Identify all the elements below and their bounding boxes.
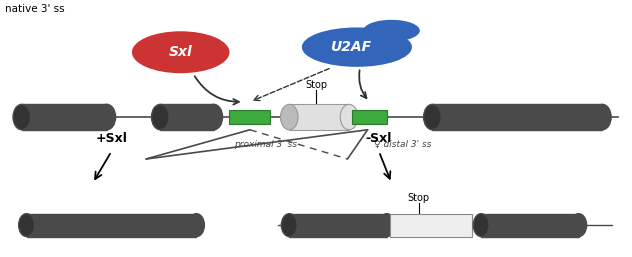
- Text: ♀ distal 3' ss: ♀ distal 3' ss: [374, 140, 432, 149]
- Bar: [432, 104, 602, 130]
- Text: Sxl: Sxl: [169, 45, 193, 59]
- Text: +Sxl: +Sxl: [95, 132, 128, 145]
- Ellipse shape: [473, 214, 489, 236]
- Text: proximal 3' ss: proximal 3' ss: [234, 140, 297, 149]
- Ellipse shape: [593, 104, 611, 130]
- Bar: [481, 214, 579, 236]
- Ellipse shape: [363, 20, 420, 41]
- Ellipse shape: [571, 214, 586, 236]
- Bar: [352, 110, 387, 124]
- Ellipse shape: [423, 104, 441, 130]
- Text: Stop: Stop: [305, 80, 327, 90]
- Ellipse shape: [152, 104, 169, 130]
- Ellipse shape: [98, 104, 116, 130]
- Bar: [229, 110, 270, 124]
- Ellipse shape: [379, 214, 395, 236]
- Bar: [289, 214, 387, 236]
- Bar: [22, 104, 107, 130]
- Ellipse shape: [340, 104, 358, 130]
- Ellipse shape: [13, 104, 30, 130]
- Bar: [161, 104, 214, 130]
- Ellipse shape: [281, 214, 297, 236]
- Text: Stop: Stop: [408, 194, 430, 204]
- Bar: [289, 104, 349, 130]
- Ellipse shape: [132, 31, 229, 73]
- Bar: [390, 214, 472, 236]
- Text: U2AF: U2AF: [330, 40, 371, 54]
- Ellipse shape: [188, 214, 204, 236]
- Text: -Sxl: -Sxl: [366, 132, 392, 145]
- Ellipse shape: [302, 27, 412, 67]
- Ellipse shape: [205, 104, 222, 130]
- Text: native 3' ss: native 3' ss: [4, 4, 64, 14]
- Bar: [27, 214, 197, 236]
- Ellipse shape: [281, 104, 298, 130]
- Ellipse shape: [18, 214, 35, 236]
